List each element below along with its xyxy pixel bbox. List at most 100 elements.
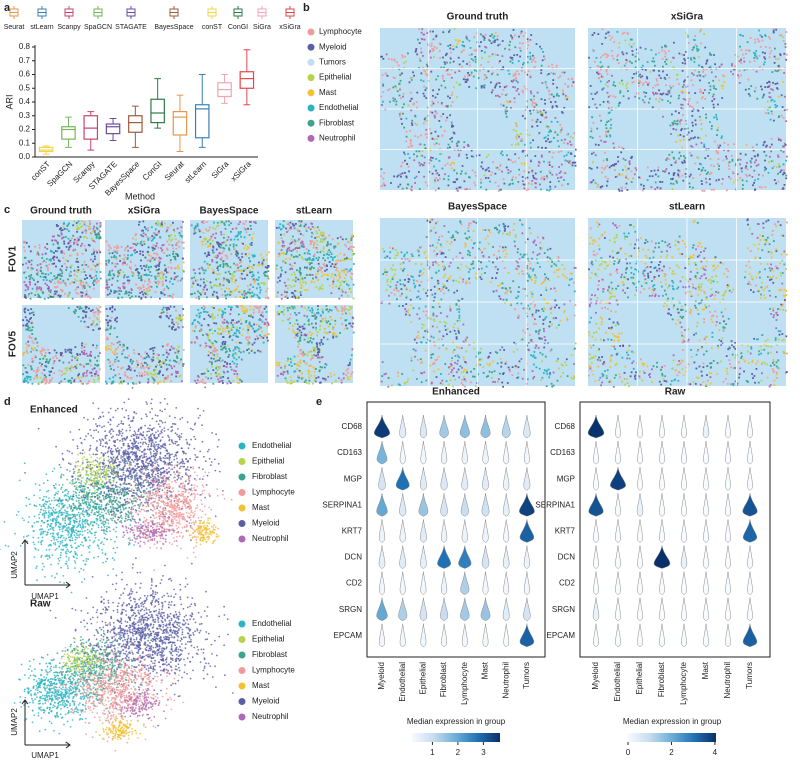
cell-dot xyxy=(663,289,666,292)
cell-dot xyxy=(782,234,785,237)
cell-dot xyxy=(530,92,533,95)
cell-dot xyxy=(711,321,714,323)
cell-dot xyxy=(32,349,35,352)
cell-dot xyxy=(416,155,418,158)
cell-dot xyxy=(625,271,627,274)
cell-dot xyxy=(452,48,455,51)
cell-dot xyxy=(547,65,550,68)
cell-dot xyxy=(86,355,89,357)
cell-dot xyxy=(769,52,771,55)
cell-dot xyxy=(462,278,465,281)
cell-dot xyxy=(426,68,429,71)
cell-dot xyxy=(406,274,409,276)
cell-dot xyxy=(760,363,763,366)
cell-dot xyxy=(624,39,627,42)
cell-dot xyxy=(746,41,749,44)
cell-dot xyxy=(28,312,31,315)
cell-dot xyxy=(529,267,532,270)
cell-dot xyxy=(738,76,740,79)
cell-dot xyxy=(612,84,615,86)
cell-dot xyxy=(452,385,455,388)
cell-dot xyxy=(526,268,529,271)
cell-dot xyxy=(550,265,553,268)
cell-dot xyxy=(764,52,766,55)
cell-dot xyxy=(85,371,88,374)
cell-dot xyxy=(40,266,42,269)
cell-dot xyxy=(507,225,510,228)
cell-dot xyxy=(659,261,662,263)
cell-dot xyxy=(431,172,434,175)
cell-dot xyxy=(505,115,508,118)
cell-dot xyxy=(597,71,600,74)
legend-label: ConGI xyxy=(228,24,248,31)
cell-dot xyxy=(779,262,781,264)
cell-dot xyxy=(517,248,519,250)
cell-dot xyxy=(435,47,438,49)
panel-label: b xyxy=(303,2,310,14)
cell-dot xyxy=(637,270,639,273)
cell-dot xyxy=(79,380,82,382)
cell-dot xyxy=(665,63,668,65)
cell-dot xyxy=(594,143,597,146)
cell-dot xyxy=(761,186,763,189)
cell-dot xyxy=(395,100,398,103)
cell-dot xyxy=(591,362,593,364)
cell-dot xyxy=(706,374,708,376)
cell-dot xyxy=(613,164,616,167)
cell-dot xyxy=(83,365,85,368)
cell-dot xyxy=(85,282,88,285)
cell-dot xyxy=(407,281,410,283)
cell-dot xyxy=(687,328,690,331)
cell-dot xyxy=(609,360,612,363)
cell-dot xyxy=(36,253,38,255)
cell-dot xyxy=(401,72,403,75)
cell-dot xyxy=(712,280,715,283)
cell-dot xyxy=(480,358,483,361)
cell-dot xyxy=(703,321,705,324)
cell-dot xyxy=(696,49,699,52)
cell-dot xyxy=(509,100,512,103)
cell-dot xyxy=(497,190,500,192)
cell-dot xyxy=(489,281,492,284)
cell-dot xyxy=(29,297,32,300)
cell-dot xyxy=(541,113,543,116)
cell-dot xyxy=(700,169,703,172)
cell-dot xyxy=(609,134,611,137)
cell-dot xyxy=(634,282,636,284)
legend-label: STAGATE xyxy=(115,24,147,31)
cell-dot xyxy=(34,245,36,248)
cell-dot xyxy=(431,325,434,328)
cell-dot xyxy=(455,332,457,335)
cell-dot xyxy=(498,43,501,46)
cell-dot xyxy=(518,47,521,49)
cell-dot xyxy=(426,328,429,331)
cell-dot xyxy=(618,332,620,335)
cell-dot xyxy=(457,359,459,362)
cell-dot xyxy=(684,243,686,245)
cell-dot xyxy=(664,273,667,276)
cell-dot xyxy=(662,170,664,173)
cell-dot xyxy=(56,276,59,278)
cell-dot xyxy=(686,34,689,37)
cell-dot xyxy=(84,248,87,250)
cell-dot xyxy=(526,267,528,269)
cell-dot xyxy=(437,187,440,190)
cell-dot xyxy=(59,273,62,276)
cell-dot xyxy=(768,46,771,49)
cell-dot xyxy=(671,280,674,282)
cell-dot xyxy=(777,163,780,165)
cell-dot xyxy=(658,74,661,77)
cell-dot xyxy=(514,234,517,236)
cell-dot xyxy=(554,299,557,302)
cell-dot xyxy=(80,382,83,385)
cell-dot xyxy=(87,266,90,268)
cell-dot xyxy=(44,364,47,367)
cell-dot xyxy=(442,77,444,80)
cell-dot xyxy=(483,174,486,177)
cell-dot xyxy=(80,271,83,273)
cell-dot xyxy=(569,162,572,165)
cell-dot xyxy=(513,101,516,104)
cell-dot xyxy=(769,279,771,281)
cell-dot xyxy=(461,257,464,259)
cell-dot xyxy=(623,232,626,235)
